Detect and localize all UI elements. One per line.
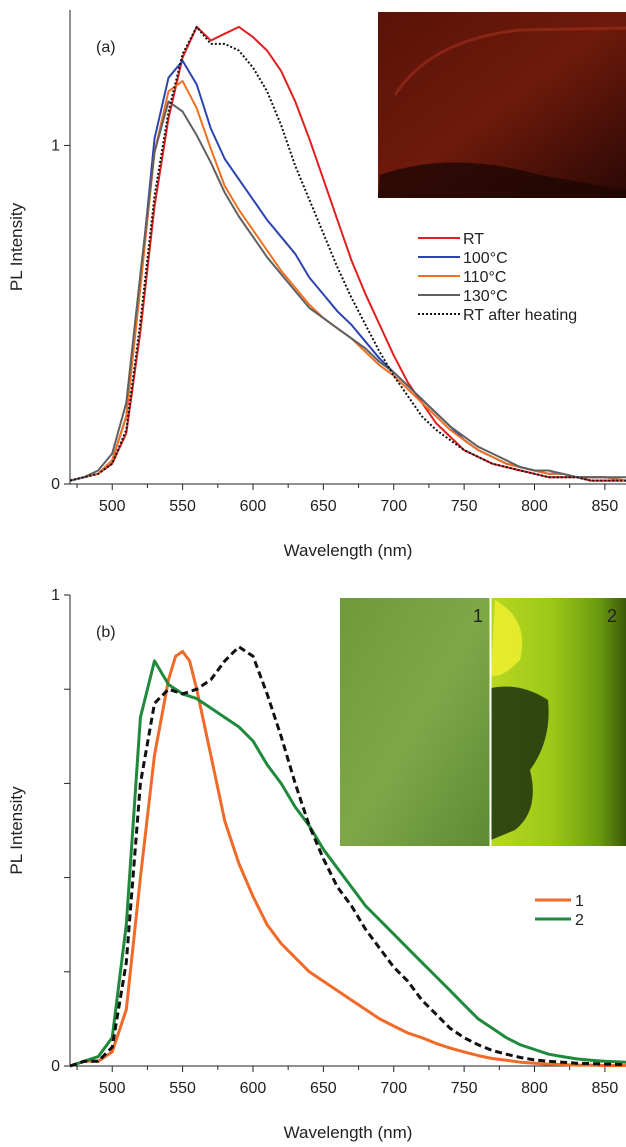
x-tick-label: 800 [521, 498, 548, 515]
inset-label-2: 2 [607, 606, 617, 626]
x-tick-label: 850 [592, 1080, 619, 1097]
x-axis-label: Wavelength (nm) [284, 1123, 413, 1142]
panel-a: 500 550 600 650 700 750 800 850 0 1 Wavelength (nm… [7, 10, 626, 560]
legend-label: RT after heating [463, 307, 577, 324]
x-tick-label: 550 [169, 498, 196, 515]
series-line-unlabeled [69, 645, 626, 1068]
x-tick-label: 550 [169, 1080, 196, 1097]
x-tick-label: 800 [521, 1080, 548, 1097]
x-tick-label: 500 [99, 1080, 126, 1097]
series-line-rt [69, 25, 626, 482]
inset-label-1: 1 [473, 606, 483, 626]
x-tick-label: 750 [451, 498, 478, 515]
inset-photo-1-background [340, 598, 490, 846]
inset-photo-2-bright-region [491, 600, 523, 676]
x-tick-label: 650 [310, 498, 337, 515]
x-tick-label: 700 [380, 1080, 407, 1097]
inset-photo-a [378, 12, 626, 198]
legend-label: 110°C [463, 269, 506, 286]
y-tick-label: 1 [51, 587, 60, 604]
legend-label: RT [463, 231, 484, 248]
x-tick-label: 650 [310, 1080, 337, 1097]
y-tick-label: 0 [51, 1058, 60, 1075]
series-line-130-c [69, 100, 626, 482]
x-tick-label: 700 [380, 498, 407, 515]
panel-label: (b) [96, 624, 116, 641]
series-line-2 [69, 659, 626, 1068]
legend-label: 130°C [463, 288, 508, 305]
y-axis-label: PL Intensity [7, 786, 26, 875]
legend: 12 [535, 893, 584, 929]
inset-photo-a-shadow [378, 162, 626, 198]
legend-label: 2 [575, 912, 584, 929]
panel-label: (a) [96, 39, 116, 56]
x-tick-label: 850 [592, 498, 619, 515]
x-tick-label: 750 [451, 1080, 478, 1097]
legend: RT 100°C 110°C 130°C RT after heating [418, 231, 577, 324]
x-axis-label: Wavelength (nm) [284, 541, 413, 560]
x-tick-label: 600 [240, 498, 267, 515]
y-tick-label: 1 [51, 137, 60, 154]
legend-label: 1 [575, 893, 584, 910]
inset-photo-2-dark-region [491, 686, 549, 840]
y-tick-label: 0 [51, 476, 60, 493]
series-line-rt-after-heating [69, 25, 626, 482]
x-tick-label: 500 [99, 498, 126, 515]
legend-label: 100°C [463, 250, 508, 267]
y-axis-label: PL Intensity [7, 202, 26, 291]
inset-photo-a-highlight [393, 26, 626, 96]
x-tick-label: 600 [240, 1080, 267, 1097]
